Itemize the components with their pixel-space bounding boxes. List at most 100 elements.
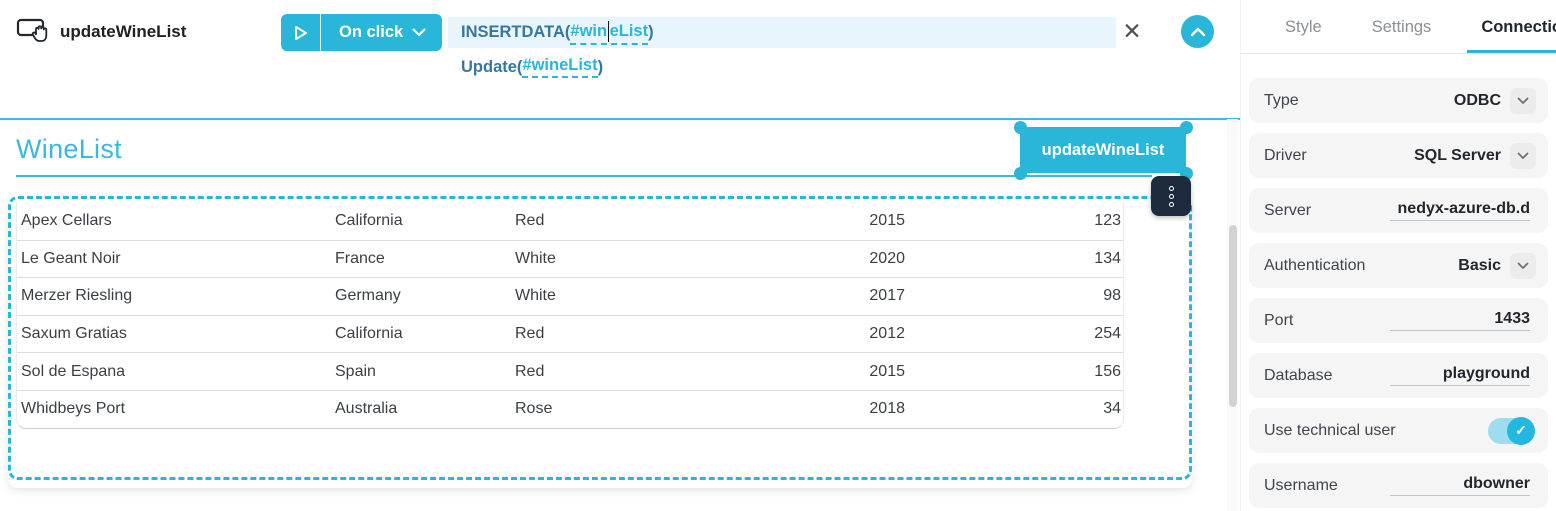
kebab-dot [1168,185,1174,191]
field-label: Port [1264,311,1294,329]
cell-color[interactable]: Red [515,325,545,343]
port-input[interactable]: 1433 [1390,310,1530,331]
cell-name[interactable]: Sol de Espana [21,362,126,380]
field-label: Driver [1264,146,1307,164]
cell-year[interactable]: 2015 [869,362,905,380]
authentication-select-chevron[interactable] [1510,252,1536,279]
canvas-area: updateWineList On click INSERTDATA(#win e… [0,14,1240,488]
tab-style[interactable]: Style [1285,18,1322,36]
cell-qty[interactable]: 123 [1094,211,1121,229]
node-title: updateWineList [60,22,187,41]
title-underline [16,175,1152,177]
database-input[interactable]: playground [1390,365,1530,386]
cell-color[interactable]: White [515,249,556,267]
field-label: Server [1264,201,1312,219]
type-select-chevron[interactable] [1510,87,1536,114]
tab-connection[interactable]: Connection [1467,18,1556,53]
selection-handle-top-right[interactable] [1179,120,1193,134]
authentication-select-value[interactable]: Basic [1458,256,1501,274]
cell-region[interactable]: California [335,325,403,343]
cell-qty[interactable]: 254 [1094,325,1121,343]
cell-region[interactable]: California [335,211,403,229]
field-authentication: Authentication Basic [1249,243,1548,288]
cell-qty[interactable]: 156 [1094,362,1121,380]
server-input[interactable]: nedyx-azure-db.d [1390,200,1530,221]
ref-text-before-caret: #win [570,21,608,40]
chevron-down-icon [1517,262,1529,269]
field-label: Username [1264,476,1338,494]
properties-panel: Style Settings Connection Type ODBC Driv… [1240,0,1556,511]
field-server: Server nedyx-azure-db.d [1249,188,1548,233]
username-input[interactable]: dbowner [1390,475,1530,496]
selection-handle-bottom-left[interactable] [1013,166,1027,180]
ref-text-after-caret: eList [609,21,649,40]
cell-qty[interactable]: 134 [1094,249,1121,267]
field-use-technical-user: Use technical user ✓ [1249,408,1548,453]
chevron-down-icon [412,28,426,37]
event-dropdown[interactable]: On click [321,14,442,51]
table-row[interactable]: Whidbeys Port Australia Rose 2018 34 [17,389,1123,428]
cell-region[interactable]: Spain [335,362,376,380]
technical-user-toggle[interactable]: ✓ [1488,416,1535,445]
cell-region[interactable]: Germany [335,287,401,305]
field-type: Type ODBC [1249,78,1548,123]
formula-function: Update [461,57,517,76]
table-row[interactable]: Saxum Gratias California Red 2012 254 [17,314,1123,353]
button-click-icon [16,18,48,42]
cell-year[interactable]: 2012 [869,325,905,343]
connection-fields: Type ODBC Driver SQL Server Server nedyx… [1241,54,1556,508]
wine-table[interactable]: Apex Cellars California Red 2015 123 Le … [16,202,1124,429]
chevron-down-icon [1517,152,1529,159]
page-title: WineList [16,134,122,164]
field-label: Authentication [1264,256,1366,274]
cell-year[interactable]: 2015 [869,211,905,229]
cell-year[interactable]: 2020 [869,249,905,267]
driver-select-value[interactable]: SQL Server [1414,146,1501,164]
cell-name[interactable]: Apex Cellars [21,211,112,229]
formula-line-2[interactable]: Update(#wineList) [461,53,603,81]
formula-function: INSERTDATA [461,23,565,41]
event-label: On click [339,23,404,41]
kebab-dot [1168,201,1174,207]
cell-qty[interactable]: 34 [1103,400,1121,418]
cell-name[interactable]: Saxum Gratias [21,325,127,343]
field-label: Database [1264,366,1333,384]
scrollbar-thumb[interactable] [1229,225,1237,407]
close-icon[interactable]: ✕ [1122,18,1142,44]
widget-menu-button[interactable] [1151,176,1191,216]
cell-name[interactable]: Whidbeys Port [21,400,126,418]
table-row[interactable]: Sol de Espana Spain Red 2015 156 [17,352,1123,390]
header-divider [0,118,1240,120]
cell-region[interactable]: Australia [335,400,398,418]
formula-line-1[interactable]: INSERTDATA(#win eList) [448,17,1116,48]
cell-name[interactable]: Merzer Riesling [21,287,133,305]
table-row[interactable]: Le Geant Noir France White 2020 134 [17,239,1123,278]
table-row[interactable]: Apex Cellars California Red 2015 123 [17,202,1123,240]
field-port: Port 1433 [1249,298,1548,343]
selection-handle-top-left[interactable] [1013,120,1027,134]
wine-table-card [8,196,1192,488]
text-cursor [607,20,610,42]
run-event-button[interactable]: On click [281,14,443,51]
collapse-panel-button[interactable] [1181,15,1214,48]
tab-settings[interactable]: Settings [1371,18,1432,36]
update-wine-list-button[interactable]: updateWineList [1020,127,1186,173]
cell-qty[interactable]: 98 [1103,287,1121,305]
cell-region[interactable]: France [335,249,385,267]
cell-year[interactable]: 2017 [869,287,905,305]
cell-color[interactable]: Red [515,211,545,229]
field-database: Database playground [1249,353,1548,398]
cell-year[interactable]: 2018 [869,400,905,418]
field-username: Username dbowner [1249,463,1548,508]
play-icon[interactable] [281,14,321,51]
cell-color[interactable]: Red [515,362,545,380]
driver-select-chevron[interactable] [1510,142,1536,169]
table-row[interactable]: Merzer Riesling Germany White 2017 98 [17,277,1123,315]
cell-color[interactable]: White [515,287,556,305]
cell-name[interactable]: Le Geant Noir [21,249,121,267]
formula-ref-wineList[interactable]: #wineList [522,56,598,78]
cell-color[interactable]: Rose [515,400,553,418]
chevron-down-icon [1517,97,1529,104]
type-select-value[interactable]: ODBC [1453,91,1501,109]
